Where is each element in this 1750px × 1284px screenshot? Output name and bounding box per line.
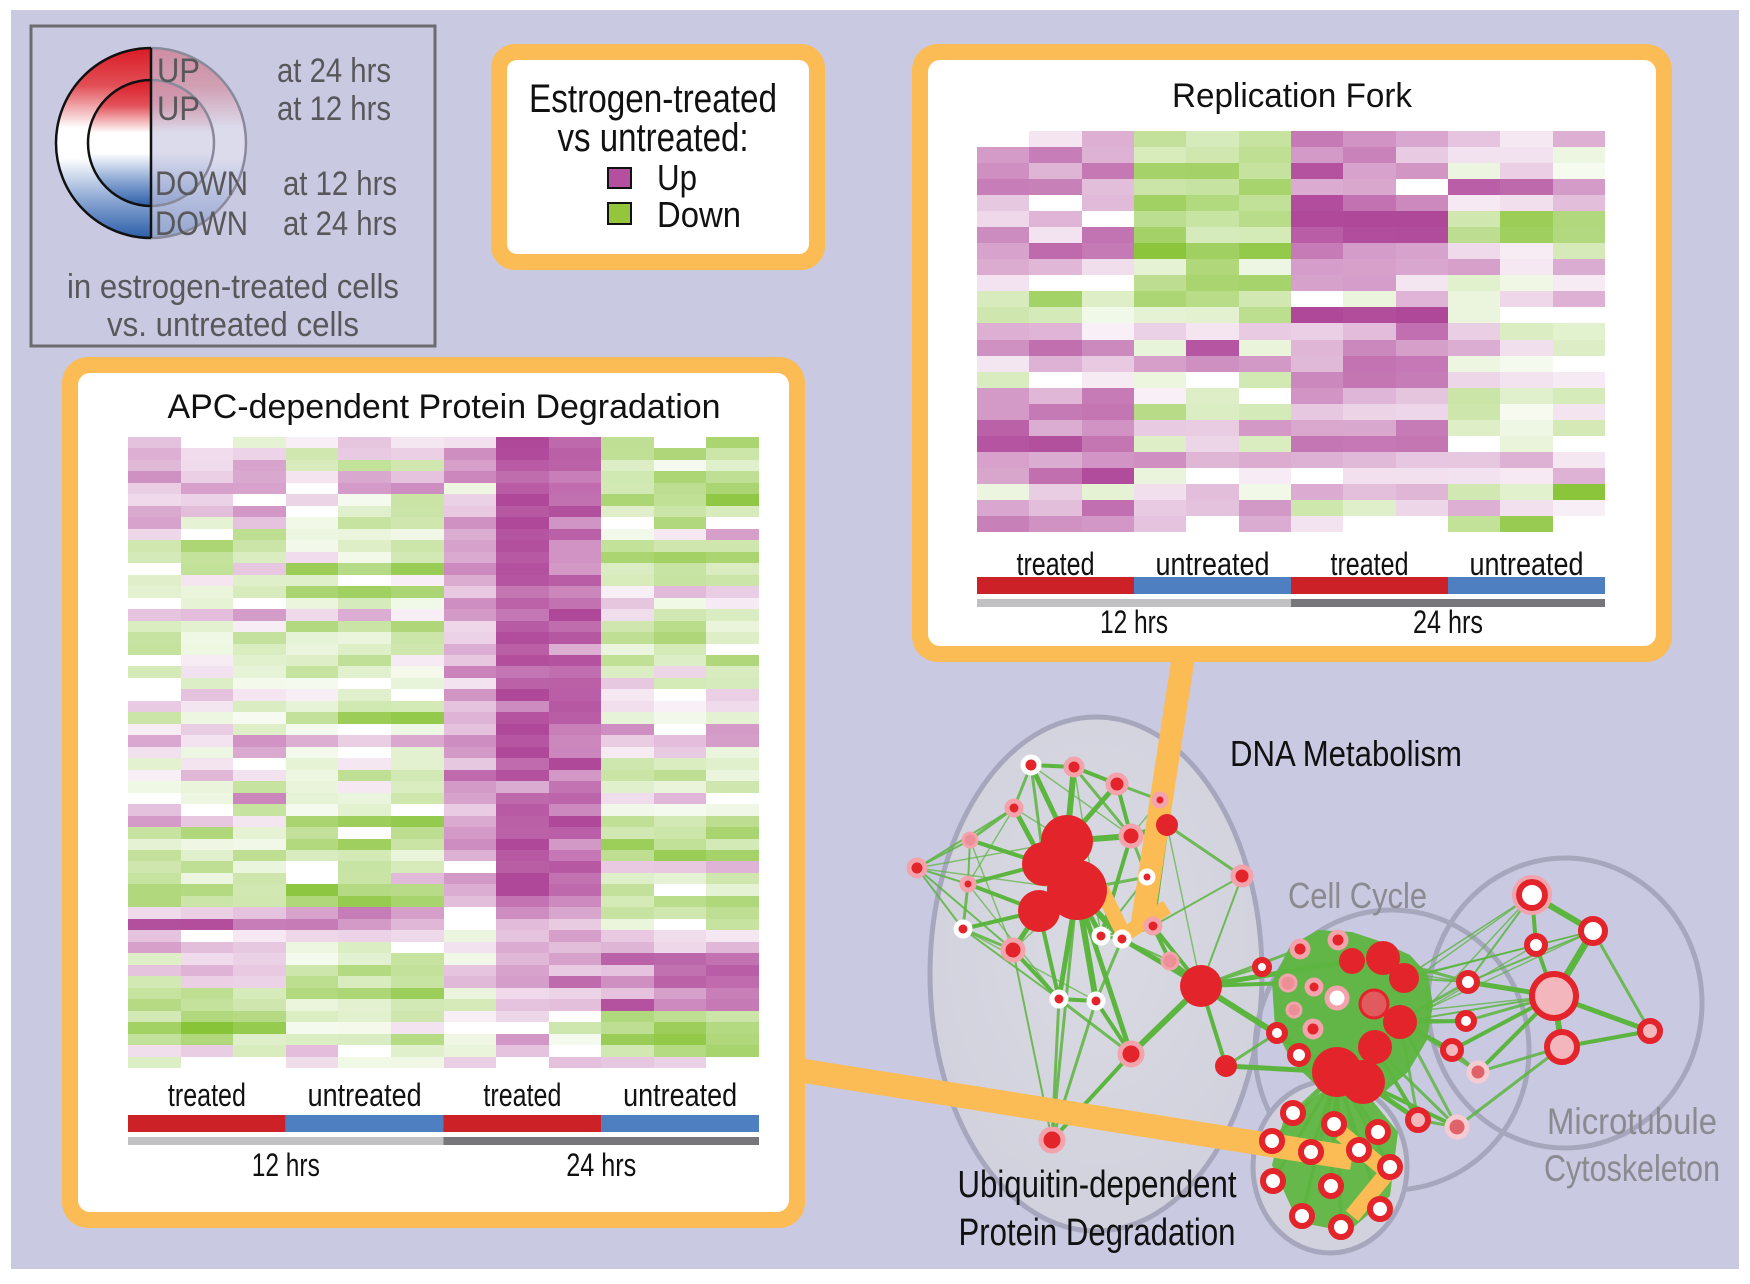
svg-text:Protein Degradation: Protein Degradation: [959, 1212, 1236, 1254]
svg-text:DNA Metabolism: DNA Metabolism: [1230, 733, 1462, 774]
svg-text:UP: UP: [157, 90, 200, 128]
svg-text:at 24 hrs: at 24 hrs: [277, 52, 391, 90]
svg-text:Ubiquitin-dependent: Ubiquitin-dependent: [958, 1164, 1237, 1206]
svg-text:24 hrs: 24 hrs: [1413, 604, 1483, 640]
svg-text:untreated: untreated: [623, 1077, 737, 1113]
svg-text:UP: UP: [157, 52, 200, 90]
svg-text:treated: treated: [483, 1077, 561, 1113]
svg-text:12 hrs: 12 hrs: [1100, 604, 1168, 640]
svg-text:Replication Fork: Replication Fork: [1172, 77, 1413, 115]
svg-text:untreated: untreated: [1470, 546, 1584, 582]
svg-text:Down: Down: [657, 194, 741, 235]
svg-text:in estrogen-treated cells: in estrogen-treated cells: [67, 268, 399, 306]
svg-text:at 12 hrs: at 12 hrs: [283, 165, 397, 203]
svg-text:vs untreated:: vs untreated:: [558, 116, 749, 160]
svg-text:treated: treated: [1331, 546, 1409, 582]
svg-text:Cell Cycle: Cell Cycle: [1288, 875, 1427, 916]
svg-text:APC-dependent Protein Degradat: APC-dependent Protein Degradation: [168, 388, 721, 426]
svg-text:DOWN: DOWN: [155, 205, 248, 243]
svg-text:Microtubule: Microtubule: [1547, 1101, 1717, 1142]
svg-text:untreated: untreated: [1156, 546, 1270, 582]
svg-text:at 24 hrs: at 24 hrs: [283, 205, 397, 243]
svg-text:at 12 hrs: at 12 hrs: [277, 90, 391, 128]
svg-text:Cytoskeleton: Cytoskeleton: [1544, 1148, 1720, 1189]
svg-text:treated: treated: [1017, 546, 1095, 582]
svg-text:24 hrs: 24 hrs: [566, 1147, 636, 1183]
svg-text:vs. untreated cells: vs. untreated cells: [107, 306, 359, 344]
svg-text:Up: Up: [657, 157, 697, 198]
svg-text:DOWN: DOWN: [155, 165, 248, 203]
svg-text:12 hrs: 12 hrs: [252, 1147, 320, 1183]
svg-text:untreated: untreated: [308, 1077, 422, 1113]
svg-text:treated: treated: [168, 1077, 246, 1113]
svg-text:Estrogen-treated: Estrogen-treated: [529, 77, 777, 121]
